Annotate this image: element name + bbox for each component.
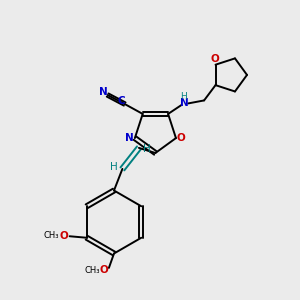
Text: O: O xyxy=(177,133,186,143)
Text: O: O xyxy=(60,231,69,241)
Text: N: N xyxy=(180,98,189,108)
Text: N: N xyxy=(99,87,107,97)
Text: O: O xyxy=(99,265,108,275)
Text: H: H xyxy=(143,144,151,154)
Text: CH₃: CH₃ xyxy=(44,231,59,240)
Text: N: N xyxy=(125,133,134,143)
Text: H: H xyxy=(110,162,117,172)
Text: C: C xyxy=(118,96,125,106)
Text: H: H xyxy=(180,92,187,101)
Text: O: O xyxy=(211,54,219,64)
Text: CH₃: CH₃ xyxy=(84,266,100,275)
